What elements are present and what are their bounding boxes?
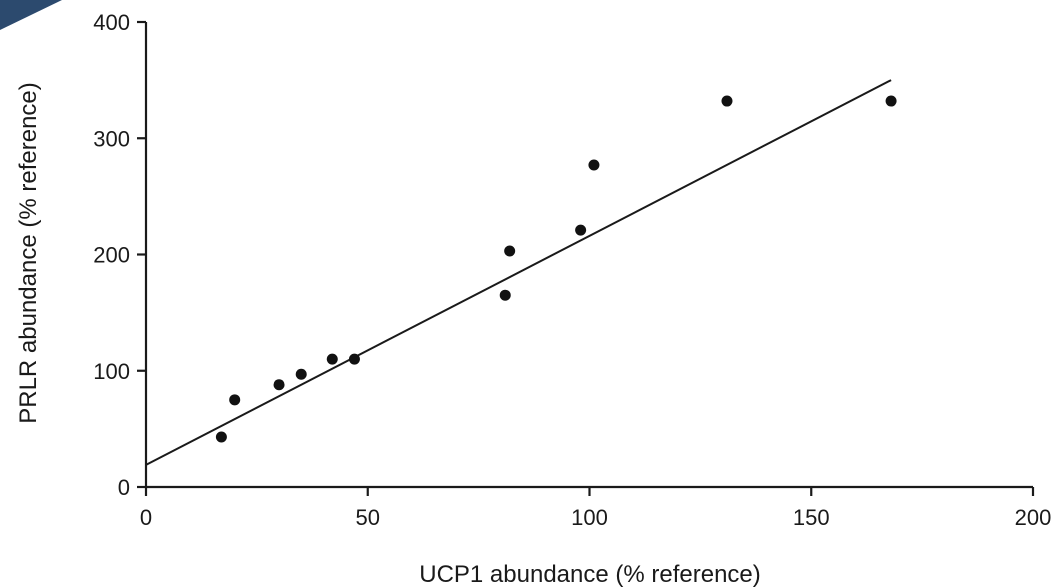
y-tick-label: 400 <box>93 10 130 35</box>
x-tick-label: 150 <box>793 505 830 530</box>
data-points-group <box>215 95 897 443</box>
y-tick-label: 300 <box>93 126 130 151</box>
y-tick-label: 200 <box>93 243 130 268</box>
x-tick-label: 200 <box>1015 505 1052 530</box>
x-tick-label: 100 <box>571 505 608 530</box>
data-point <box>885 95 897 107</box>
y-axis-label: PRLR abundance (% reference) <box>15 82 42 424</box>
data-point <box>575 224 587 236</box>
data-point <box>348 353 360 365</box>
x-tick-label: 50 <box>356 505 380 530</box>
data-point <box>499 289 511 301</box>
y-tick-label: 100 <box>93 359 130 384</box>
data-point <box>721 95 733 107</box>
regression-line <box>145 79 892 466</box>
y-tick-label: 0 <box>118 475 130 500</box>
data-point <box>229 394 241 406</box>
x-axis-ticks: 0 50 100 150 200 <box>140 487 1051 530</box>
data-point <box>588 159 600 171</box>
corner-decoration <box>0 0 62 30</box>
data-point <box>326 353 338 365</box>
data-point <box>273 379 285 391</box>
regression-line-group <box>145 79 892 466</box>
y-axis-ticks: 0 100 200 300 400 <box>93 10 146 500</box>
x-tick-label: 0 <box>140 505 152 530</box>
x-axis-label: UCP1 abundance (% reference) <box>419 561 761 588</box>
data-point <box>215 431 227 443</box>
data-point <box>295 368 307 380</box>
data-point <box>504 245 516 257</box>
